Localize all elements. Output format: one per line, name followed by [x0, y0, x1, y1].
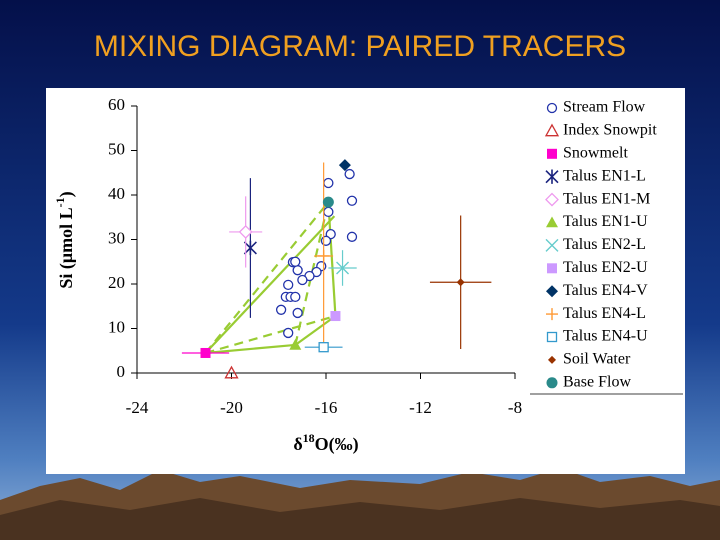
y-axis-label: Si (μmol L-1)	[53, 191, 77, 288]
y-axis-label-part: μ	[56, 253, 76, 263]
marker	[320, 235, 332, 246]
marker	[546, 216, 558, 228]
mixing-line	[205, 343, 296, 355]
marker	[547, 148, 557, 159]
legend-label: Talus EN1-L	[563, 167, 646, 184]
legend-label: Talus EN4-L	[563, 305, 646, 322]
y-axis-label-part: Si (	[56, 263, 77, 289]
marker	[317, 249, 330, 262]
chart: 0 10 20 30 40 50 60 -24 -20 -16 -12 -8 Si (μmol L-1)…	[53, 95, 683, 455]
marker	[548, 355, 556, 364]
legend-label: Stream Flow	[563, 99, 646, 116]
marker	[346, 231, 358, 242]
y-axis-label-part: -1	[53, 197, 67, 207]
marker	[545, 238, 559, 252]
marker	[322, 196, 334, 208]
marker	[546, 308, 558, 321]
mountains-shade	[0, 498, 720, 540]
x-axis-label-part: 18	[303, 431, 315, 445]
y-tick-label: 0	[117, 362, 126, 381]
x-axis-label-part: O(‰)	[315, 434, 359, 455]
marker	[224, 365, 239, 379]
marker	[323, 177, 334, 189]
y-tick-label: 10	[108, 317, 125, 336]
marker	[456, 278, 465, 287]
x-tick-label: -16	[315, 398, 338, 417]
y-axis-label-part: )	[56, 191, 77, 197]
legend-label: Talus EN4-V	[563, 282, 648, 299]
marker	[243, 240, 257, 256]
y-tick-label: 30	[108, 228, 125, 247]
marker	[344, 168, 355, 180]
y-tick-label: 20	[108, 273, 125, 292]
marker	[330, 311, 341, 322]
marker	[290, 256, 301, 267]
marker	[283, 279, 294, 291]
marker	[336, 261, 350, 275]
x-tick-label: -20	[220, 398, 243, 417]
y-tick-label: 40	[108, 184, 125, 203]
marker	[338, 159, 351, 172]
x-tick-label: -8	[508, 398, 522, 417]
mixing-line	[204, 201, 330, 354]
marker	[546, 377, 558, 389]
legend-label: Snowmelt	[563, 144, 628, 161]
marker	[544, 123, 560, 137]
mixing-line	[294, 315, 337, 346]
y-axis-label-part: mol L	[56, 207, 76, 253]
legend-label: Talus EN1-M	[563, 190, 650, 207]
marker	[323, 206, 334, 218]
marker	[546, 102, 558, 114]
marker	[292, 307, 303, 319]
marker	[275, 304, 287, 315]
marker	[200, 347, 211, 358]
marker	[297, 274, 308, 286]
legend-label: Talus EN1-U	[563, 213, 648, 230]
marker	[346, 195, 358, 206]
mixing-line	[294, 201, 330, 346]
legend-label: Talus EN2-L	[563, 236, 646, 253]
slide-title: MIXING DIAGRAM: PAIRED TRACERS	[94, 30, 626, 63]
marker	[546, 285, 558, 298]
x-axis-label: δ18O(‰)	[293, 431, 358, 455]
y-tick-label: 60	[108, 95, 125, 114]
marker	[318, 342, 329, 353]
chart-panel	[46, 88, 685, 474]
legend-label: Soil Water	[563, 351, 631, 368]
x-tick-label: -24	[126, 398, 149, 417]
marker	[547, 263, 557, 274]
marker	[289, 338, 302, 350]
marker	[238, 225, 253, 239]
legend-label: Index Snowpit	[563, 122, 657, 139]
mixing-line	[205, 314, 336, 355]
marker	[545, 192, 559, 207]
x-axis-label-part: δ	[293, 434, 302, 454]
marker	[290, 291, 301, 303]
legend-label: Talus EN4-U	[563, 328, 648, 345]
legend-label: Base Flow	[563, 373, 631, 390]
y-tick-label: 50	[108, 139, 125, 158]
marker	[283, 327, 294, 339]
marker	[545, 169, 559, 184]
legend-label: Talus EN2-U	[563, 259, 648, 276]
marker	[546, 331, 558, 343]
mixing-line	[204, 215, 336, 354]
x-tick-label: -12	[409, 398, 432, 417]
